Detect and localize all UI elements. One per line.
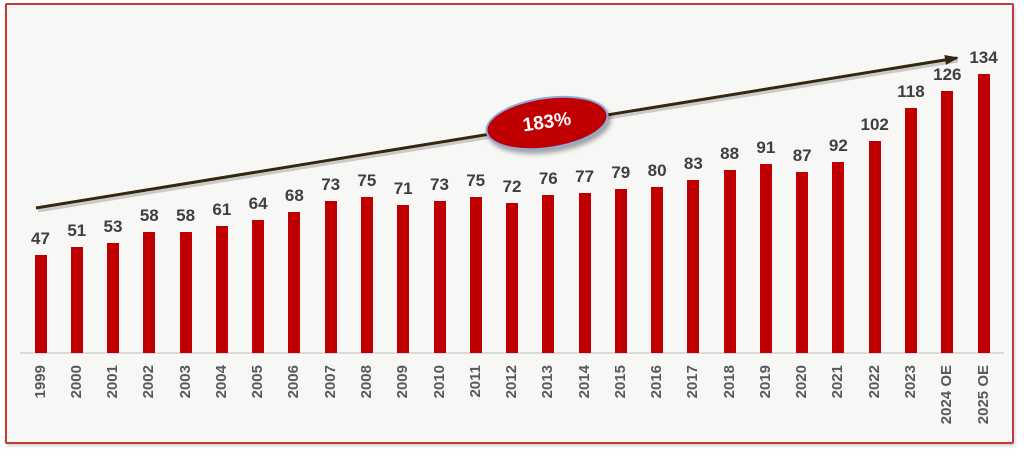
bar-value-label: 73 [430,175,449,195]
bar [397,205,410,353]
bar-value-label: 73 [321,175,341,195]
bar [651,186,664,353]
bar-value-label: 88 [720,144,740,163]
bar-value-label: 68 [284,185,304,205]
bar-value-label: 58 [176,206,196,226]
bar-value-label: 80 [647,160,667,180]
bar [252,219,265,353]
bar-value-label: 61 [212,200,232,220]
bar [905,107,917,353]
bar [578,192,591,353]
bar [759,163,772,353]
bar-value-label: 58 [139,206,159,226]
bar-value-label: 87 [792,146,812,165]
bar [469,197,482,353]
bar [143,232,156,353]
bar [34,255,47,353]
bar [614,188,627,353]
bar-value-label: 76 [538,168,558,188]
bar [179,232,192,353]
bar [868,140,881,353]
x-axis-line [20,352,1004,354]
bar-value-label: 126 [933,64,962,84]
bar-value-label: 91 [756,137,776,157]
bar [324,201,337,353]
bar [360,197,373,353]
bar [796,172,809,353]
bar-value-label: 77 [575,166,595,186]
bar-value-label: 79 [611,162,631,182]
bar [542,194,555,353]
bar [832,161,845,353]
bar-value-label: 53 [103,216,123,236]
bar [215,226,228,353]
bar-value-label: 102 [860,114,889,134]
bar [107,242,119,353]
bar-value-label: 72 [502,177,522,197]
bar [433,201,446,353]
bar-value-label: 83 [683,154,703,174]
growth-annotation-label: 183% [521,108,573,137]
bar-value-label: 75 [357,171,377,190]
bar [723,170,736,353]
bar-value-label: 134 [969,48,998,68]
bar-value-label: 47 [31,229,50,249]
bar [941,90,954,353]
bar [506,203,518,353]
bar [687,180,700,353]
bar-value-label: 92 [828,135,848,155]
bar-value-label: 75 [466,171,486,190]
bar [288,211,301,353]
bar-value-label: 71 [393,179,413,199]
bar-value-label: 118 [897,81,925,101]
bar [70,246,83,353]
bar-value-label: 51 [67,220,87,240]
bar [977,74,990,353]
bar-value-label: 64 [248,193,268,213]
